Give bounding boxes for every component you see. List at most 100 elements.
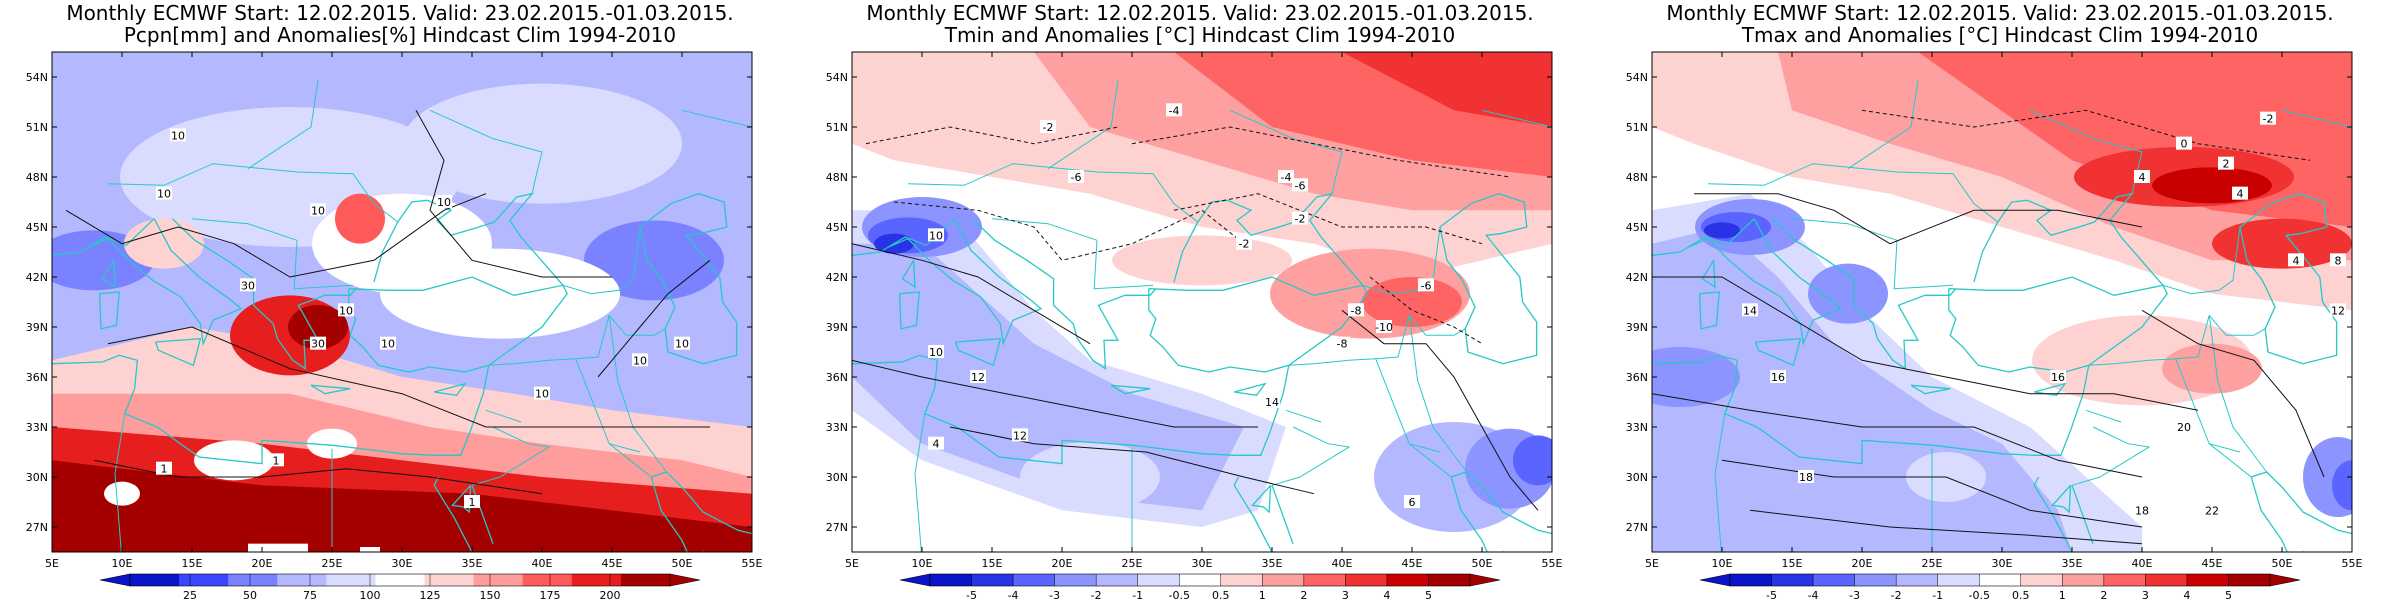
anomaly-area <box>1112 235 1292 286</box>
colorbar-swatch <box>326 574 376 586</box>
coastline <box>1973 192 2164 286</box>
contour-label: -8 <box>1337 338 1348 351</box>
contour-label: 18 <box>1799 471 1813 484</box>
country-border <box>681 109 752 128</box>
lat-label: 33N <box>26 421 48 434</box>
contour-label: 10 <box>157 188 171 201</box>
coastline <box>1688 218 1843 347</box>
contour-label-bg <box>674 336 690 350</box>
country-border <box>1791 218 1954 290</box>
lon-label: 5E <box>1645 557 1659 570</box>
lat-label: 51N <box>26 121 48 134</box>
tmin-anomaly-map: -2-4-4-6-6-2-21010121214-8-10-6-84654N51… <box>826 51 1563 600</box>
colorbar-frame <box>1729 573 2271 587</box>
coastline <box>52 246 89 256</box>
colorbar-label: -2 <box>1891 589 1902 600</box>
lat-label: 48N <box>1626 171 1648 184</box>
lat-label: 33N <box>826 421 848 434</box>
panel-title-line1: Monthly ECMWF Start: 12.02.2015. Valid: … <box>66 1 734 25</box>
colorbar-swatch <box>971 574 1014 586</box>
colorbar-swatch <box>2145 574 2188 586</box>
country-border <box>914 413 926 552</box>
contour-label: 10 <box>171 129 185 142</box>
lat-label: 48N <box>26 171 48 184</box>
colorbar-swatch <box>1013 574 1056 586</box>
colorbar-label: 2 <box>2100 589 2107 600</box>
contour-label-bg <box>1292 211 1308 225</box>
coastline <box>2033 476 2073 552</box>
contour-label-bg <box>2176 136 2192 150</box>
contour-label-bg <box>632 353 648 367</box>
country-border <box>2208 314 2266 336</box>
coastline <box>2071 485 2094 544</box>
country-border <box>247 80 319 170</box>
anomaly-area <box>1652 347 1740 407</box>
contour-label: 10 <box>437 196 451 209</box>
coastline <box>1771 218 1957 370</box>
anomaly-area <box>1808 263 1888 324</box>
anomaly-area <box>288 305 348 349</box>
coastline <box>1271 485 1294 544</box>
contour-label: 12 <box>2331 304 2345 317</box>
country-border <box>114 413 126 552</box>
contour-label: 30 <box>241 279 255 292</box>
lat-label: 36N <box>826 371 848 384</box>
colorbar-swatch <box>930 574 973 586</box>
colorbar-label: -4 <box>1808 589 1819 600</box>
contour-line <box>949 426 1315 495</box>
coastline <box>1652 354 2090 465</box>
colorbar-arrow-low <box>899 573 931 587</box>
contour-label-bg <box>1166 103 1182 117</box>
colorbar-swatch <box>2062 574 2105 586</box>
lon-label: 10E <box>1712 557 1733 570</box>
lon-label: 50E <box>2272 557 2293 570</box>
contour-label: 22 <box>2205 504 2219 517</box>
colorbar-label: -1 <box>1932 589 1943 600</box>
country-border <box>1551 352 1552 353</box>
contour-label-bg <box>1040 120 1056 133</box>
contour-label-bg <box>2176 420 2192 433</box>
precip-anomaly-map: 10 10 10 10 30 30 10 10 10 10 10 1 1 1 54N 51N 48N 45N 42N… <box>26 51 763 600</box>
contour-label: 4 <box>2139 171 2146 184</box>
colorbar-label: -2 <box>1091 589 1102 600</box>
colorbar-label: 4 <box>2183 589 2190 600</box>
contour-label-bg <box>240 278 256 292</box>
country-border <box>2029 109 2143 194</box>
coastline <box>154 337 202 367</box>
anomaly-area <box>52 460 752 552</box>
lat-label: 36N <box>26 371 48 384</box>
colorbar-swatch <box>473 574 524 586</box>
country-border <box>1714 413 1726 552</box>
lon-label: 25E <box>1922 557 1943 570</box>
lat-label: 39N <box>26 321 48 334</box>
contour-line <box>1173 193 1483 245</box>
country-border <box>191 218 354 290</box>
lat-label: 30N <box>1626 471 1648 484</box>
contour-line <box>852 359 1258 428</box>
colorbar-label: 125 <box>420 589 441 600</box>
country-border <box>1408 315 1468 473</box>
colorbar-swatch <box>1730 574 1773 586</box>
contour-label: -2 <box>2263 113 2274 126</box>
contour-label-bg <box>2050 370 2066 383</box>
contour-label: 20 <box>2177 421 2191 434</box>
contour-label: 10 <box>929 229 943 242</box>
lat-label: 54N <box>826 71 848 84</box>
contour-label-bg <box>1278 170 1294 183</box>
anomaly-area <box>1513 435 1552 486</box>
lon-label: 45E <box>1402 557 1423 570</box>
colorbar-swatch <box>1054 574 1097 586</box>
coastline <box>898 291 920 330</box>
map-area <box>1652 52 2352 552</box>
anomaly-area <box>307 428 357 459</box>
colorbar-frame <box>129 573 671 587</box>
lon-label: 20E <box>252 557 273 570</box>
contour-label: 10 <box>535 388 549 401</box>
contour-line <box>1749 509 2143 545</box>
contour-label-bg <box>928 228 944 242</box>
country-border <box>1047 80 1119 170</box>
lon-label: 5E <box>845 557 859 570</box>
country-border <box>562 226 641 295</box>
lat-label: 30N <box>26 471 48 484</box>
